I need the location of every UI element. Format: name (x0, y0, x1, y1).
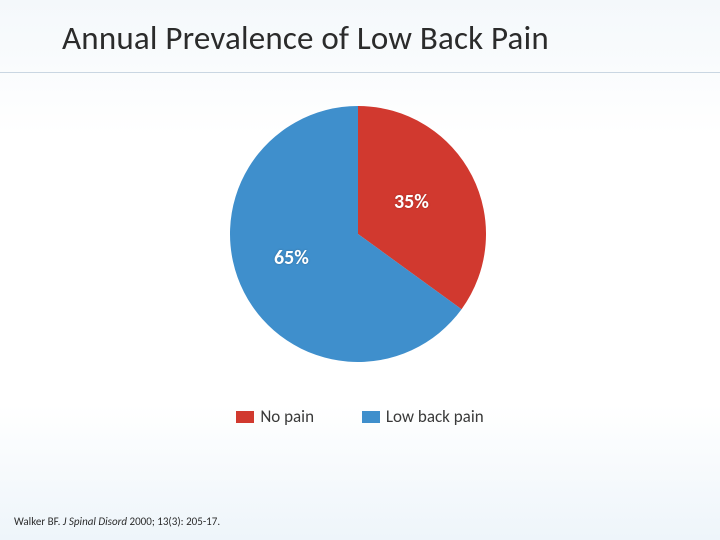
legend: No pain Low back pain (0, 406, 720, 428)
slice-label-1: 65% (274, 246, 309, 270)
citation: Walker BF. J Spinal Disord 2000; 13(3): … (14, 515, 220, 528)
slide: Annual Prevalence of Low Back Pain 35% 6… (0, 0, 720, 540)
citation-author: Walker BF. (14, 515, 60, 528)
legend-swatch-1 (362, 411, 380, 423)
pie-svg (230, 106, 486, 362)
legend-text-0: No pain (260, 406, 314, 427)
page-title: Annual Prevalence of Low Back Pain (62, 18, 658, 58)
legend-swatch-0 (236, 411, 254, 423)
pie-chart: 35% 65% (230, 106, 486, 362)
slice-label-0: 35% (394, 190, 429, 214)
title-underline (0, 72, 720, 73)
legend-item-1: Low back pain (362, 406, 484, 427)
legend-item-0: No pain (236, 406, 314, 427)
citation-rest: 2000; 13(3): 205-17. (127, 515, 220, 528)
citation-journal: J Spinal Disord (63, 515, 127, 528)
legend-text-1: Low back pain (386, 406, 484, 427)
